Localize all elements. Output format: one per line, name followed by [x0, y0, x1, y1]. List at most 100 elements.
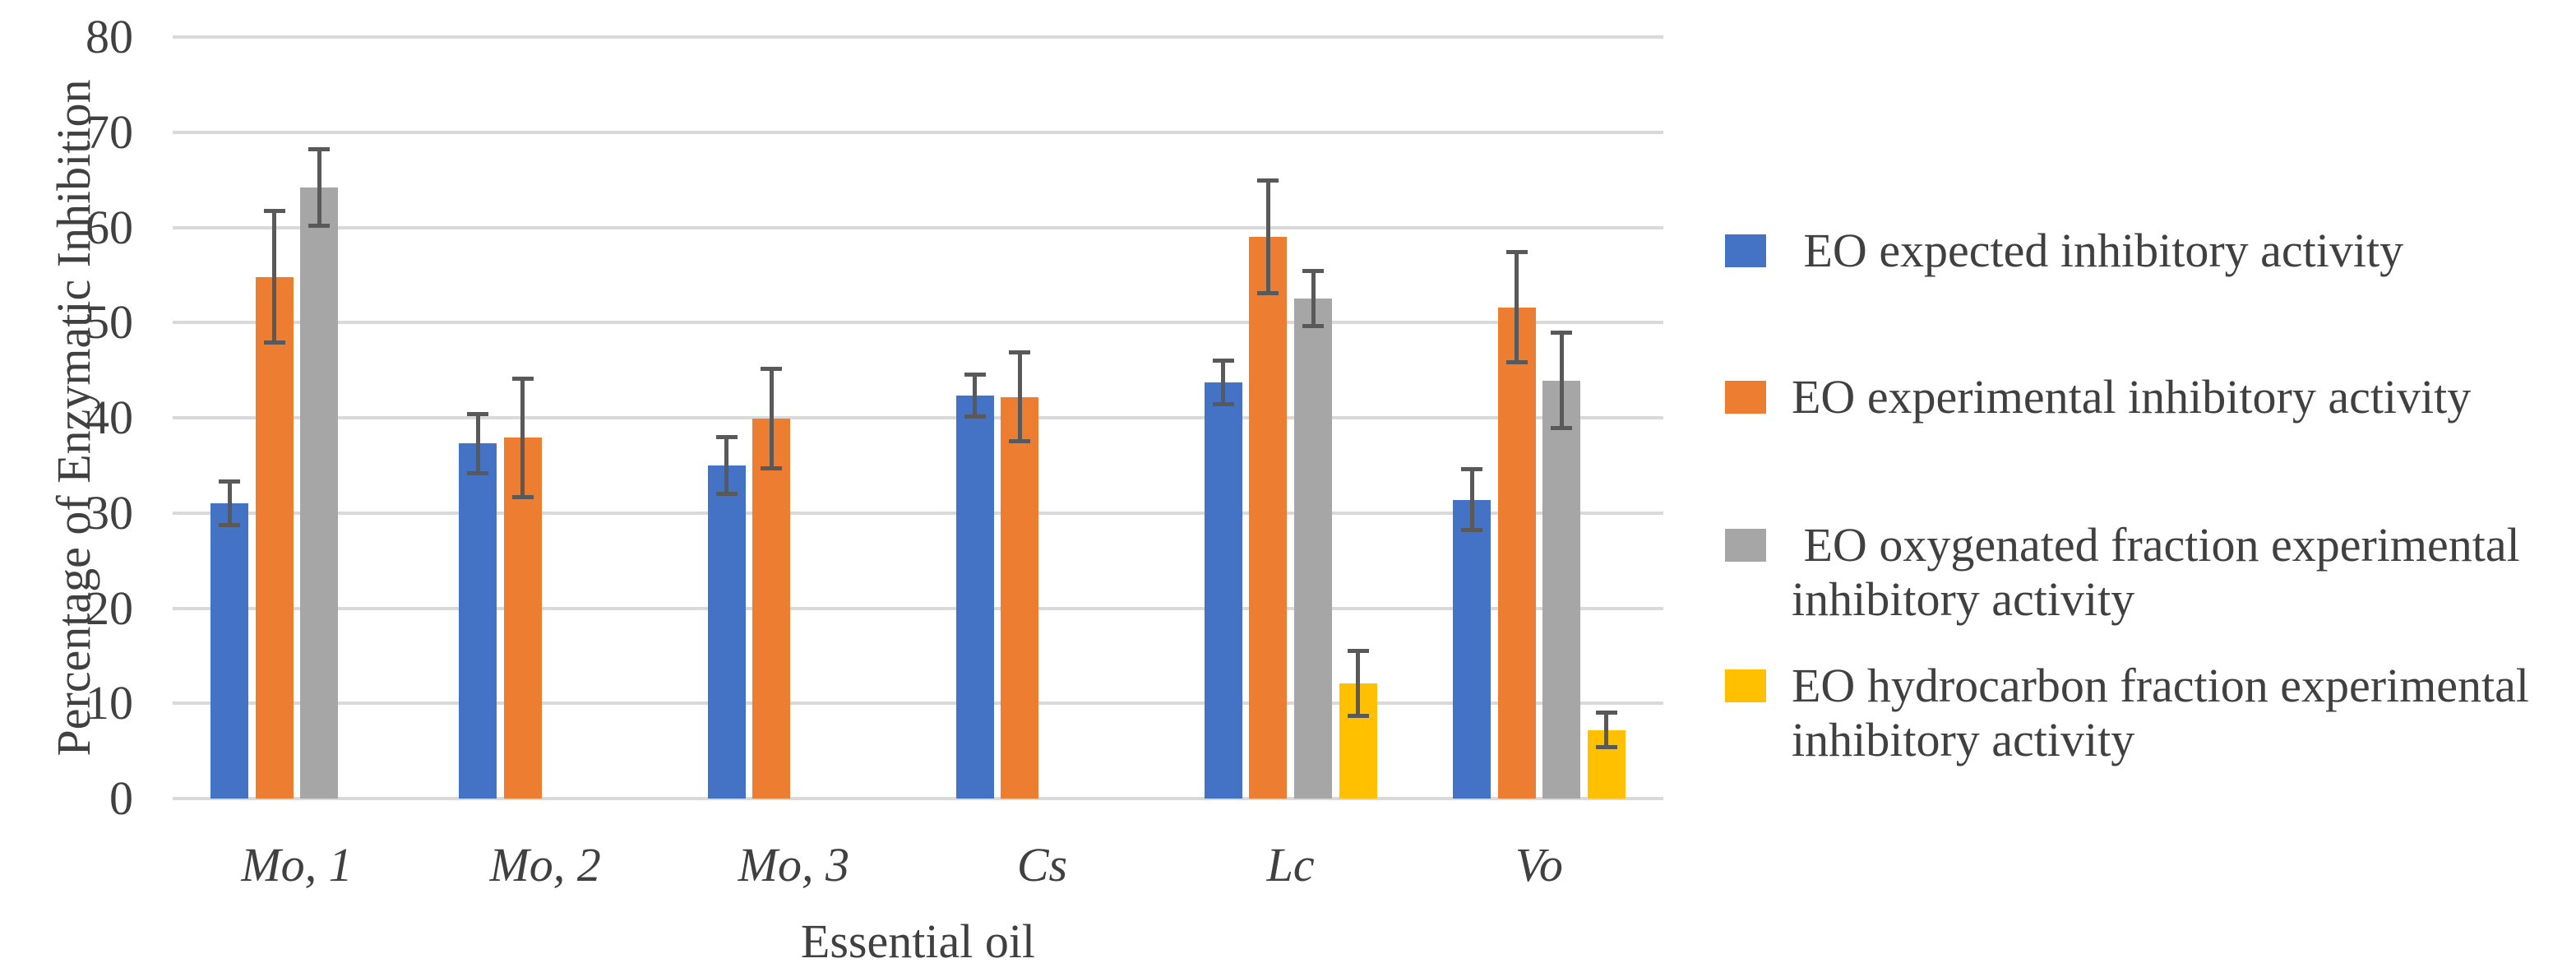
y-tick-label-40: 40 — [86, 391, 133, 444]
error-bar-cap-top — [1212, 359, 1234, 363]
x-tick-label-mo-1: Mo, 1 — [241, 838, 353, 891]
error-bar-cap-bottom — [1595, 745, 1617, 749]
error-bar — [317, 149, 321, 226]
legend-label: EO expected inhibitory activity — [1792, 224, 2404, 277]
error-bar-cap-top — [1551, 331, 1573, 336]
error-bar-cap-bottom — [1302, 324, 1325, 329]
bar-series3-vo — [1542, 380, 1581, 799]
error-bar — [973, 374, 978, 417]
error-bar-cap-bottom — [964, 414, 986, 419]
error-bar-cap-bottom — [715, 492, 738, 497]
x-axis-title: Essential oil — [800, 914, 1036, 968]
gridline-y-40 — [173, 416, 1663, 419]
error-bar-cap-bottom — [1551, 426, 1573, 431]
y-tick-label-30: 30 — [86, 485, 133, 539]
bar-series1-mo-2 — [459, 443, 497, 799]
legend-swatch-icon — [1725, 669, 1766, 702]
error-bar-cap-top — [1595, 711, 1617, 715]
error-bar-cap-top — [219, 479, 241, 484]
bar-series1-lc — [1204, 382, 1242, 799]
y-tick-label-80: 80 — [86, 10, 133, 63]
error-bar — [1515, 252, 1519, 363]
legend-swatch-icon — [1725, 381, 1766, 414]
y-tick-label-70: 70 — [86, 104, 133, 159]
error-bar — [272, 211, 277, 343]
plot-area — [173, 35, 1663, 800]
error-bar-cap-bottom — [1009, 439, 1031, 444]
error-bar-cap-bottom — [1212, 402, 1234, 407]
legend-swatch-icon — [1725, 529, 1766, 562]
gridline-y-10 — [173, 701, 1663, 706]
legend-item-series3: EO oxygenated fraction experimental inhi… — [1725, 518, 2520, 627]
legend-swatch-icon — [1725, 234, 1766, 267]
error-bar-cap-bottom — [1257, 290, 1279, 295]
gridline-y-0 — [173, 797, 1663, 800]
x-tick-label-lc: Lc — [1266, 838, 1315, 891]
error-bar-cap-top — [511, 377, 534, 382]
legend-item-series4: EO hydrocarbon fraction experimental inh… — [1725, 659, 2529, 767]
error-bar-cap-top — [263, 209, 285, 214]
bar-series2-mo-3 — [752, 419, 791, 799]
error-bar-cap-top — [1302, 269, 1325, 274]
error-bar — [1221, 360, 1226, 405]
error-bar — [227, 481, 232, 526]
error-bar — [475, 414, 480, 474]
error-bar-cap-top — [1009, 350, 1031, 354]
bar-series3-mo-1 — [300, 187, 339, 799]
bar-series1-cs — [955, 396, 994, 799]
legend-label: EO hydrocarbon fraction experimental inh… — [1792, 659, 2530, 766]
error-bar — [724, 437, 729, 494]
error-bar-cap-bottom — [263, 340, 285, 345]
error-bar-cap-bottom — [1505, 360, 1528, 365]
bar-series2-cs — [1001, 396, 1039, 799]
gridline-y-70 — [173, 130, 1663, 134]
legend-item-series2: EO experimental inhibitory activity — [1725, 370, 2471, 424]
bar-series1-mo-3 — [707, 465, 746, 799]
y-tick-label-50: 50 — [86, 295, 133, 350]
error-bar — [1559, 332, 1564, 428]
bar-series2-lc — [1249, 237, 1288, 799]
y-tick-label-60: 60 — [86, 200, 133, 254]
error-bar-cap-bottom — [1347, 713, 1369, 718]
error-bar — [1017, 352, 1022, 442]
y-tick-label-20: 20 — [86, 581, 133, 635]
gridline-y-60 — [173, 225, 1663, 229]
error-bar-cap-top — [1347, 649, 1369, 654]
legend-label: EO oxygenated fraction experimental inhi… — [1792, 518, 2520, 626]
error-bar-cap-top — [715, 434, 738, 439]
x-tick-label-cs: Cs — [1016, 838, 1068, 891]
error-bar-cap-top — [761, 367, 783, 372]
y-tick-label-10: 10 — [86, 676, 133, 730]
error-bar-cap-bottom — [308, 223, 331, 228]
error-bar — [1469, 469, 1474, 530]
error-bar — [769, 368, 774, 469]
y-axis-title: Percentage of Enzymatic Inhibition — [47, 79, 100, 757]
bar-series3-lc — [1294, 299, 1333, 799]
error-bar — [1265, 180, 1270, 294]
error-bar-cap-bottom — [761, 465, 783, 470]
legend-item-series1: EO expected inhibitory activity — [1725, 224, 2403, 278]
x-tick-label-vo: Vo — [1515, 838, 1563, 891]
error-bar-cap-bottom — [511, 494, 534, 499]
error-bar — [1311, 271, 1316, 326]
gridline-y-30 — [173, 511, 1663, 515]
bar-series1-vo — [1453, 499, 1491, 799]
error-bar-cap-top — [467, 411, 489, 416]
gridline-y-50 — [173, 321, 1663, 325]
error-bar-cap-top — [1461, 467, 1483, 472]
error-bar — [1604, 712, 1609, 748]
error-bar-cap-top — [964, 373, 986, 377]
error-bar — [1356, 651, 1361, 716]
error-bar-cap-bottom — [1461, 528, 1483, 533]
x-tick-label-mo-3: Mo, 3 — [738, 838, 849, 891]
error-bar-cap-bottom — [467, 470, 489, 475]
error-bar-cap-bottom — [219, 523, 241, 528]
bar-series2-vo — [1497, 307, 1536, 799]
error-bar-cap-top — [1257, 178, 1279, 183]
x-tick-label-mo-2: Mo, 2 — [489, 838, 601, 891]
error-bar-cap-top — [308, 147, 331, 152]
gridline-y-20 — [173, 606, 1663, 610]
bar-series1-mo-1 — [210, 503, 249, 799]
bar-series2-mo-1 — [255, 276, 294, 799]
